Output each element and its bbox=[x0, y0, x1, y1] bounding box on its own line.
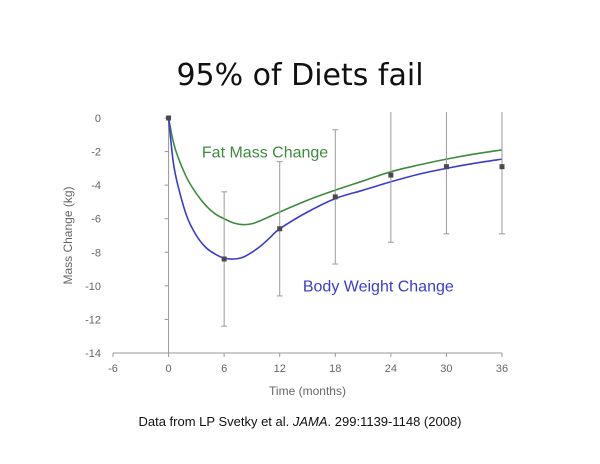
series-lines bbox=[167, 117, 503, 260]
data-point-marker bbox=[277, 226, 283, 232]
data-point-marker bbox=[388, 172, 394, 178]
x-tick-label: 6 bbox=[221, 363, 227, 375]
slide-title: 95% of Diets fail bbox=[176, 58, 424, 93]
body-weight-label: Body Weight Change bbox=[303, 279, 454, 296]
x-tick-label: 24 bbox=[385, 363, 397, 375]
y-axis-title: Mass Change (kg) bbox=[61, 186, 75, 284]
x-tick-label: 18 bbox=[329, 363, 341, 375]
source-caption: Data from LP Svetky et al. JAMA. 299:113… bbox=[0, 414, 600, 429]
x-tick-label: -6 bbox=[108, 363, 118, 375]
chart-labels: Fat Mass Change Body Weight Change bbox=[202, 144, 454, 295]
fat-mass-label: Fat Mass Change bbox=[202, 144, 328, 161]
y-tick-label: 0 bbox=[95, 113, 101, 125]
y-tick-label: -14 bbox=[85, 348, 101, 360]
x-tick-label: 30 bbox=[440, 363, 452, 375]
data-point-marker bbox=[443, 164, 449, 170]
data-point-marker bbox=[221, 256, 227, 262]
data-point-marker bbox=[166, 115, 172, 121]
x-tick-label: 36 bbox=[496, 363, 508, 375]
data-point-marker bbox=[332, 194, 338, 200]
caption-prefix: Data from LP Svetky et al. bbox=[138, 414, 293, 429]
fat-mass-line bbox=[167, 117, 503, 226]
y-tick-label: -8 bbox=[91, 247, 101, 259]
body-weight-line bbox=[167, 117, 503, 260]
caption-suffix: . 299:1139-1148 (2008) bbox=[327, 414, 462, 429]
y-tick-label: -4 bbox=[91, 180, 101, 192]
data-markers bbox=[166, 115, 505, 262]
data-point-marker bbox=[499, 164, 505, 170]
y-tick-label: -6 bbox=[91, 214, 101, 226]
y-tick-label: -2 bbox=[91, 147, 101, 159]
y-tick-label: -10 bbox=[85, 281, 101, 293]
x-tick-label: 0 bbox=[166, 363, 172, 375]
y-tick-label: -12 bbox=[85, 314, 101, 326]
x-tick-label: 12 bbox=[274, 363, 286, 375]
caption-journal: JAMA bbox=[292, 414, 328, 429]
x-axis-title: Time (months) bbox=[269, 384, 346, 398]
